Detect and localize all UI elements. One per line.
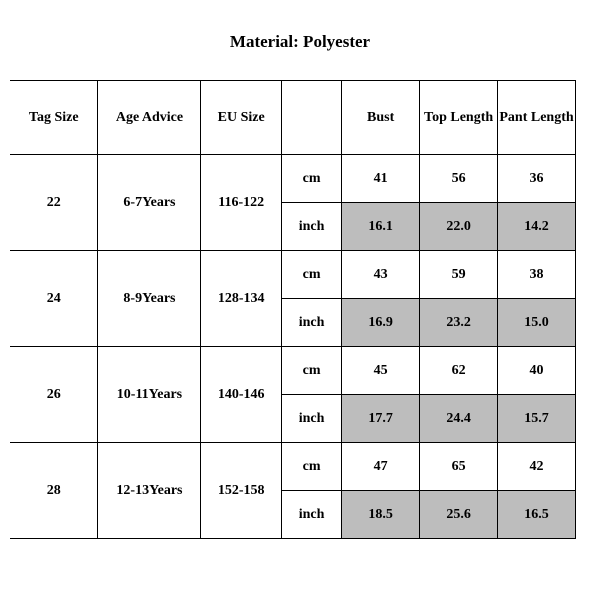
table-row: 24 8-9Years 128-134 cm 43 59 38 <box>10 251 576 299</box>
table-body: 22 6-7Years 116-122 cm 41 56 36 inch 16.… <box>10 155 576 539</box>
size-chart-table: Tag Size Age Advice EU Size Bust Top Len… <box>10 80 576 539</box>
cell-top-inch: 22.0 <box>420 203 498 251</box>
cell-tag-size: 22 <box>10 155 98 251</box>
cell-pant-cm: 40 <box>498 347 576 395</box>
cell-pant-inch: 15.7 <box>498 395 576 443</box>
cell-eu-size: 128-134 <box>201 251 281 347</box>
cell-pant-inch: 16.5 <box>498 491 576 539</box>
cell-top-cm: 59 <box>420 251 498 299</box>
cell-bust-cm: 45 <box>342 347 420 395</box>
cell-pant-cm: 38 <box>498 251 576 299</box>
col-eu-size: EU Size <box>201 81 281 155</box>
cell-bust-inch: 18.5 <box>342 491 420 539</box>
cell-pant-cm: 42 <box>498 443 576 491</box>
table-row: 22 6-7Years 116-122 cm 41 56 36 <box>10 155 576 203</box>
cell-age-advice: 12-13Years <box>98 443 201 539</box>
cell-eu-size: 116-122 <box>201 155 281 251</box>
cell-bust-cm: 47 <box>342 443 420 491</box>
cell-unit-cm: cm <box>281 347 341 395</box>
col-tag-size: Tag Size <box>10 81 98 155</box>
table-header-row: Tag Size Age Advice EU Size Bust Top Len… <box>10 81 576 155</box>
cell-bust-inch: 16.9 <box>342 299 420 347</box>
cell-pant-inch: 15.0 <box>498 299 576 347</box>
cell-unit-inch: inch <box>281 299 341 347</box>
table-row: 26 10-11Years 140-146 cm 45 62 40 <box>10 347 576 395</box>
cell-bust-cm: 41 <box>342 155 420 203</box>
cell-top-inch: 24.4 <box>420 395 498 443</box>
cell-eu-size: 152-158 <box>201 443 281 539</box>
cell-unit-cm: cm <box>281 251 341 299</box>
cell-top-cm: 65 <box>420 443 498 491</box>
cell-pant-inch: 14.2 <box>498 203 576 251</box>
cell-bust-inch: 17.7 <box>342 395 420 443</box>
cell-unit-cm: cm <box>281 443 341 491</box>
cell-top-cm: 62 <box>420 347 498 395</box>
cell-bust-cm: 43 <box>342 251 420 299</box>
cell-bust-inch: 16.1 <box>342 203 420 251</box>
col-pant-length: Pant Length <box>498 81 576 155</box>
size-chart-container: Tag Size Age Advice EU Size Bust Top Len… <box>0 80 600 549</box>
col-top-length: Top Length <box>420 81 498 155</box>
cell-top-cm: 56 <box>420 155 498 203</box>
table-row: 28 12-13Years 152-158 cm 47 65 42 <box>10 443 576 491</box>
cell-tag-size: 24 <box>10 251 98 347</box>
cell-unit-inch: inch <box>281 395 341 443</box>
cell-age-advice: 10-11Years <box>98 347 201 443</box>
cell-age-advice: 8-9Years <box>98 251 201 347</box>
col-age-advice: Age Advice <box>98 81 201 155</box>
cell-unit-inch: inch <box>281 491 341 539</box>
cell-unit-cm: cm <box>281 155 341 203</box>
cell-unit-inch: inch <box>281 203 341 251</box>
page-title: Material: Polyester <box>0 0 600 80</box>
cell-age-advice: 6-7Years <box>98 155 201 251</box>
cell-top-inch: 23.2 <box>420 299 498 347</box>
cell-eu-size: 140-146 <box>201 347 281 443</box>
cell-pant-cm: 36 <box>498 155 576 203</box>
col-unit <box>281 81 341 155</box>
cell-tag-size: 26 <box>10 347 98 443</box>
cell-top-inch: 25.6 <box>420 491 498 539</box>
cell-tag-size: 28 <box>10 443 98 539</box>
col-bust: Bust <box>342 81 420 155</box>
